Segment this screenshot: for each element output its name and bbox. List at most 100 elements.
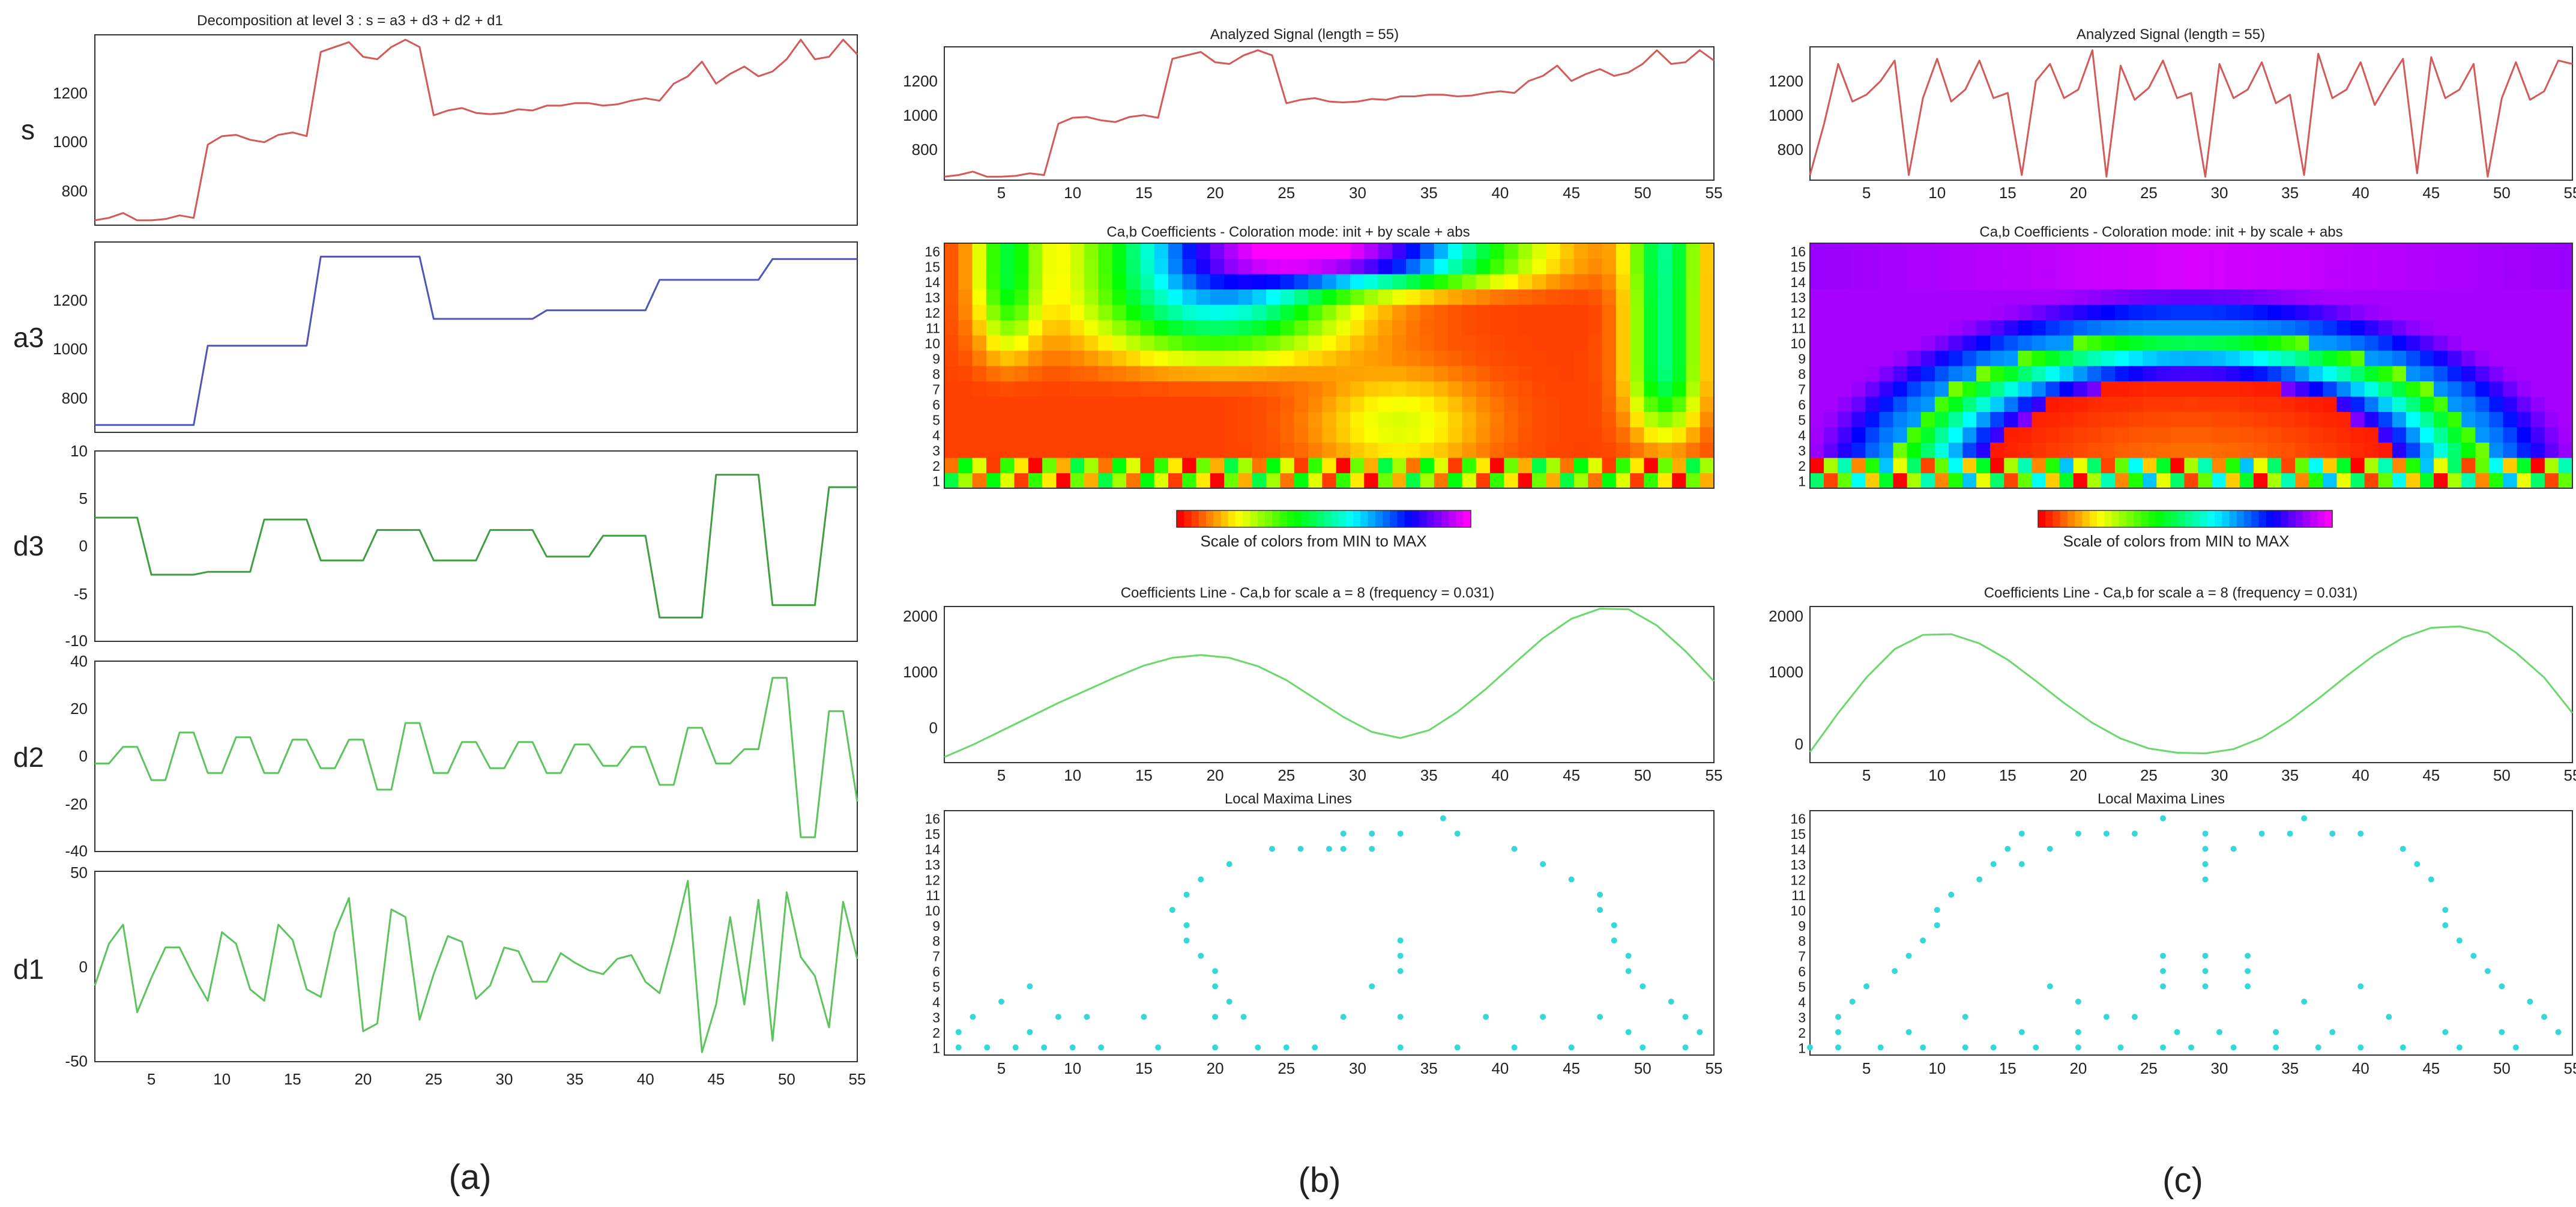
scale-tick-label: 5	[932, 979, 940, 995]
heat-cell	[1168, 442, 1183, 458]
heat-cell	[1378, 366, 1393, 382]
heat-cell	[1976, 381, 1991, 397]
heat-cell	[2461, 319, 2476, 336]
heat-cell	[2323, 304, 2338, 321]
heat-cell	[1448, 473, 1463, 489]
heat-cell	[2336, 319, 2351, 336]
heat-cell	[2170, 396, 2185, 413]
heat-cell	[1560, 381, 1575, 397]
scale-tick-label: 12	[1790, 305, 1806, 321]
panel-c-colorbar-label: Scale of colors from MIN to MAX	[2063, 532, 2289, 550]
heat-cell	[1990, 304, 2004, 321]
heat-cell	[1658, 458, 1673, 474]
heat-cell	[2059, 396, 2074, 413]
maxima-point	[2357, 1044, 2364, 1051]
y-tick-d2-0: 0	[79, 747, 88, 765]
heat-cell	[2503, 350, 2518, 366]
colorbar-cell	[1434, 510, 1442, 527]
heat-cell	[1531, 381, 1546, 397]
heat-cell	[1000, 258, 1015, 274]
heat-cell	[1672, 473, 1686, 489]
heat-cell	[958, 258, 973, 274]
heat-cell	[1824, 458, 1838, 474]
heat-cell	[1000, 427, 1015, 443]
heat-cell	[1364, 442, 1379, 458]
maxima-point	[2456, 1044, 2463, 1051]
scale-tick-label: 10	[1790, 903, 1806, 918]
heat-cell	[1126, 366, 1141, 382]
row-label-d2: d2	[13, 742, 44, 773]
heat-cell	[1098, 350, 1113, 366]
heat-cell	[1266, 473, 1281, 489]
heat-cell	[1615, 396, 1630, 413]
heat-cell	[1056, 335, 1071, 351]
heat-cell	[1700, 366, 1715, 382]
heat-cell	[1962, 442, 1977, 458]
heat-cell	[1602, 427, 1617, 443]
heat-cell	[2004, 381, 2018, 397]
maxima-point	[984, 1044, 991, 1051]
heat-cell	[944, 319, 959, 336]
heat-cell	[1140, 274, 1155, 290]
heat-cell	[1182, 473, 1197, 489]
maxima-point	[1934, 907, 1940, 913]
heat-cell	[1838, 473, 1852, 489]
heat-cell	[1518, 458, 1533, 474]
maxima-point	[1012, 1044, 1019, 1051]
heat-cell	[1294, 243, 1309, 259]
heat-cell	[2461, 350, 2476, 366]
heat-cell	[1476, 411, 1491, 428]
heat-cell	[2558, 366, 2573, 382]
heat-cell	[2323, 366, 2338, 382]
heat-cell	[1014, 366, 1029, 382]
heat-cell	[1810, 396, 1824, 413]
heat-cell	[1962, 396, 1977, 413]
heat-cell	[2239, 243, 2254, 259]
y-tick-c-2000: 2000	[1769, 607, 1803, 625]
heat-cell	[1154, 335, 1169, 351]
maxima-point	[2230, 846, 2237, 852]
heat-cell	[1990, 350, 2004, 366]
heat-cell	[1462, 427, 1477, 443]
heat-cell	[944, 289, 959, 305]
maxima-point	[1568, 1044, 1575, 1051]
heat-cell	[1280, 258, 1295, 274]
x-tick-label: 50	[1634, 1059, 1651, 1077]
x-tick-label: 10	[1064, 766, 1081, 784]
colorbar-cell	[2111, 510, 2120, 527]
heat-cell	[1573, 335, 1588, 351]
heat-cell	[2170, 442, 2185, 458]
heat-cell	[1140, 381, 1155, 397]
colorbar-cell	[2266, 510, 2274, 527]
heat-cell	[1573, 243, 1588, 259]
heat-cell	[1126, 319, 1141, 336]
heat-cell	[1252, 319, 1267, 336]
row-label-d3: d3	[13, 530, 44, 561]
heat-cell	[1658, 274, 1673, 290]
heat-cell	[1140, 350, 1155, 366]
heat-cell	[2212, 442, 2227, 458]
heat-cell	[1588, 350, 1603, 366]
heat-cell	[1630, 319, 1645, 336]
heat-cell	[1070, 366, 1085, 382]
heat-cell	[1084, 304, 1099, 321]
maxima-point	[1255, 1044, 1261, 1051]
heat-cell	[2336, 335, 2351, 351]
heat-cell	[2129, 335, 2143, 351]
x-tick-label: 45	[1563, 1059, 1580, 1077]
heat-cell	[1920, 304, 1935, 321]
colorbar-cell	[1449, 510, 1457, 527]
heat-cell	[1364, 411, 1379, 428]
colorbar-cell	[2229, 510, 2237, 527]
heat-cell	[2544, 289, 2559, 305]
heat-cell	[1028, 274, 1043, 290]
heat-cell	[2198, 274, 2213, 290]
heat-cell	[2239, 458, 2254, 474]
heat-cell	[1392, 335, 1407, 351]
heat-cell	[2434, 411, 2448, 428]
colorbar-cell	[2068, 510, 2075, 527]
heat-cell	[1879, 458, 1894, 474]
heat-cell	[1630, 304, 1645, 321]
heat-cell	[1920, 243, 1935, 259]
heat-cell	[1518, 274, 1533, 290]
